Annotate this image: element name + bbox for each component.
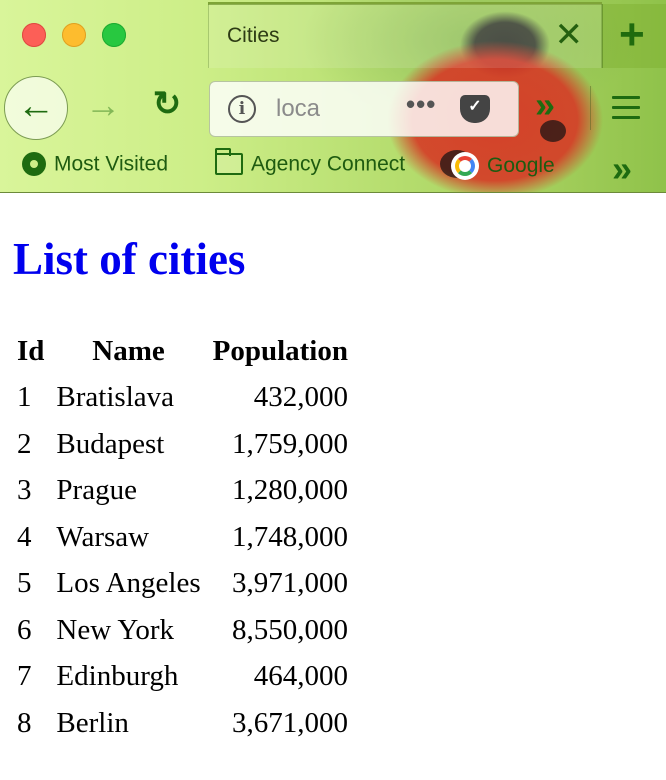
- theme-decoration: [540, 120, 566, 142]
- page-actions-icon[interactable]: •••: [406, 89, 437, 119]
- cell-population: 464,000: [253, 660, 348, 693]
- cell-name: Prague: [56, 474, 137, 507]
- forward-button[interactable]: →: [78, 78, 128, 134]
- table-row: 1 Bratislava 432,000: [13, 375, 352, 422]
- cities-table: Id Name Population 1 Bratislava 432,000 …: [9, 328, 356, 747]
- info-icon[interactable]: i: [228, 95, 256, 123]
- cell-name: Warsaw: [56, 520, 150, 553]
- toolbar-overflow-icon[interactable]: »: [535, 84, 556, 125]
- page-content: List of cities Id Name Population 1 Brat…: [0, 193, 666, 780]
- google-icon: [451, 152, 479, 180]
- cell-population: 1,759,000: [231, 427, 348, 460]
- cell-population: 1,748,000: [231, 520, 348, 553]
- cell-id: 3: [17, 474, 32, 507]
- address-bar[interactable]: i loca ••• ✓: [209, 81, 519, 137]
- tab-cities[interactable]: Cities ✕: [208, 4, 602, 68]
- bookmark-google[interactable]: Google: [451, 152, 555, 186]
- cell-population: 3,971,000: [231, 567, 348, 600]
- bookmark-label: Google: [487, 154, 555, 177]
- table-header-row: Id Name Population: [13, 328, 352, 375]
- folder-icon: [215, 148, 243, 176]
- window-zoom-button[interactable]: [102, 23, 126, 47]
- cell-name: Berlin: [56, 706, 129, 739]
- bookmark-most-visited[interactable]: Most Visited: [22, 152, 168, 186]
- cell-name: New York: [56, 613, 175, 646]
- cell-population: 8,550,000: [231, 613, 348, 646]
- new-tab-button[interactable]: +: [602, 4, 666, 68]
- arrow-right-icon: →: [85, 84, 121, 125]
- cell-id: 6: [17, 613, 32, 646]
- cell-id: 4: [17, 520, 32, 553]
- window-close-button[interactable]: [22, 23, 46, 47]
- table-row: 4 Warsaw 1,748,000: [13, 514, 352, 561]
- table-row: 2 Budapest 1,759,000: [13, 421, 352, 468]
- column-header-name: Name: [92, 334, 165, 367]
- table-row: 6 New York 8,550,000: [13, 607, 352, 654]
- hamburger-menu-icon[interactable]: [612, 96, 640, 120]
- window-minimize-button[interactable]: [62, 23, 86, 47]
- table-row: 8 Berlin 3,671,000: [13, 700, 352, 747]
- plus-icon: +: [619, 10, 645, 59]
- bookmarks-overflow-icon[interactable]: »: [612, 148, 633, 189]
- address-text[interactable]: loca: [276, 95, 321, 122]
- gear-icon: [22, 152, 46, 177]
- cell-id: 2: [17, 427, 32, 460]
- cell-id: 7: [17, 660, 32, 693]
- close-tab-icon[interactable]: ✕: [554, 16, 584, 54]
- pocket-icon[interactable]: ✓: [460, 95, 490, 123]
- active-tab-indicator: [208, 2, 602, 5]
- table-row: 7 Edinburgh 464,000: [13, 654, 352, 701]
- cell-population: 3,671,000: [231, 706, 348, 739]
- cell-name: Los Angeles: [56, 567, 201, 600]
- arrow-left-icon: ←: [17, 85, 55, 127]
- table-row: 3 Prague 1,280,000: [13, 468, 352, 515]
- cell-name: Budapest: [56, 427, 165, 460]
- browser-chrome: Cities ✕ + ← → ↻ i loca ••• ✓ » Most Vis…: [0, 0, 666, 193]
- cell-id: 5: [17, 567, 32, 600]
- cell-name: Bratislava: [56, 381, 174, 414]
- cell-population: 432,000: [253, 381, 348, 414]
- cell-name: Edinburgh: [56, 660, 179, 693]
- tab-title: Cities: [227, 24, 280, 47]
- back-button[interactable]: ←: [4, 76, 68, 140]
- reload-icon: ↻: [152, 85, 182, 123]
- cell-population: 1,280,000: [231, 474, 348, 507]
- reload-button[interactable]: ↻: [142, 78, 192, 134]
- bookmark-label: Most Visited: [54, 152, 168, 176]
- table-row: 5 Los Angeles 3,971,000: [13, 561, 352, 608]
- bookmark-label: Agency Connect: [251, 152, 406, 176]
- column-header-id: Id: [17, 334, 45, 367]
- bookmark-agency-connect[interactable]: Agency Connect: [215, 148, 406, 186]
- cell-id: 1: [17, 381, 32, 414]
- page-title: List of cities: [13, 234, 246, 284]
- column-header-population: Population: [212, 334, 348, 367]
- cell-id: 8: [17, 706, 32, 739]
- toolbar-divider: [590, 86, 591, 130]
- chrome-divider: [0, 192, 666, 193]
